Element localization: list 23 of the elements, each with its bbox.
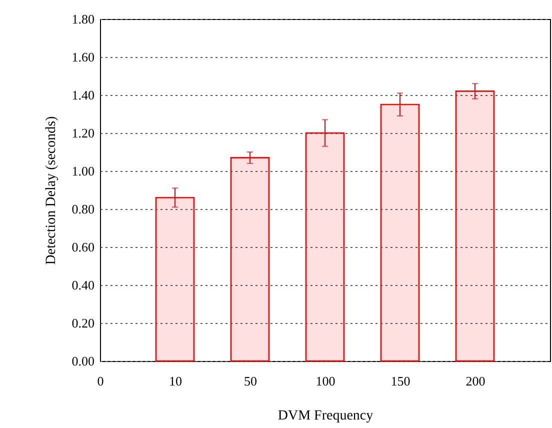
y-tick-label: 0.00 xyxy=(72,354,94,368)
x-tick-label: 150 xyxy=(390,374,410,388)
y-tick-label: 1.20 xyxy=(72,126,94,140)
y-tick-label: 0.60 xyxy=(72,240,94,254)
bar xyxy=(155,196,195,362)
bar xyxy=(380,104,420,362)
x-axis-title: DVM Frequency xyxy=(278,408,374,424)
y-axis-title: Detection Delay (seconds) xyxy=(44,116,59,265)
bar xyxy=(305,132,345,362)
x-tick-label: 10 xyxy=(169,374,182,388)
y-tick-label: 1.80 xyxy=(72,12,94,26)
bar xyxy=(230,157,270,362)
y-tick-label: 1.00 xyxy=(72,164,94,178)
x-tick-label: 50 xyxy=(244,374,257,388)
bar xyxy=(455,90,495,362)
y-tick-label: 0.40 xyxy=(72,278,94,292)
y-tick-label: 1.40 xyxy=(72,88,94,102)
y-tick-label: 0.80 xyxy=(72,202,94,216)
y-tick-label: 1.60 xyxy=(72,50,94,64)
x-tick-label: 100 xyxy=(316,374,336,388)
x-tick-label: 0 xyxy=(97,374,104,388)
x-tick-label: 200 xyxy=(466,374,486,388)
y-tick-label: 0.20 xyxy=(72,316,94,330)
